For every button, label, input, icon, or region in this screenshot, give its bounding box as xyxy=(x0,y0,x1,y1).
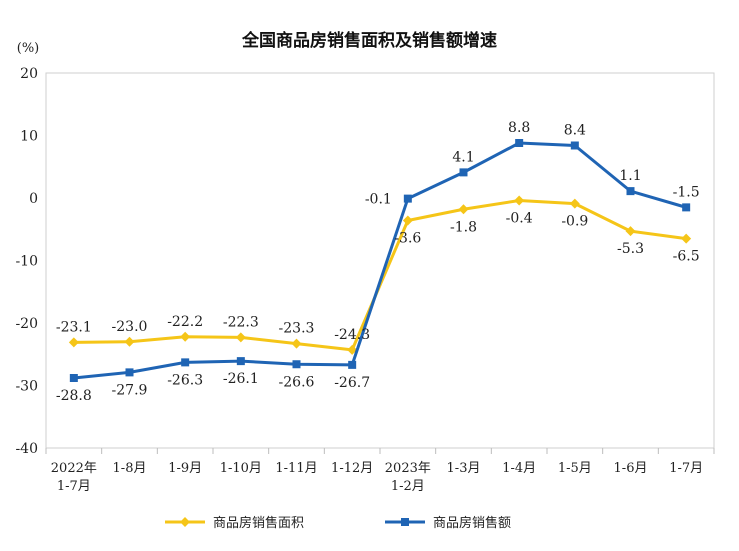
data-point-marker xyxy=(403,194,412,203)
y-tick-label: 0 xyxy=(29,191,38,207)
x-tick-label: 1-9月 xyxy=(168,461,202,476)
data-point-marker xyxy=(236,357,245,366)
x-tick-label-line: 1-2月 xyxy=(391,479,425,494)
legend-label: 商品房销售面积 xyxy=(213,515,304,531)
x-tick-label: 2023年 1-2月 xyxy=(385,461,431,494)
axes-layer: (%) 20 10 0 -10 -20 -30 -40 2022年 1-7月 1-8月 1-9月 1-1… xyxy=(15,41,715,494)
data-label: -26.6 xyxy=(279,374,315,390)
x-tick-label-line: 2022年 xyxy=(51,461,97,476)
x-tick-label: 1-10月 xyxy=(220,461,262,476)
data-label: -23.0 xyxy=(112,319,148,335)
x-tick-label-line: 1-7月 xyxy=(669,461,703,476)
series-line-2 xyxy=(73,141,687,380)
data-point-marker xyxy=(515,139,524,147)
data-point-marker xyxy=(124,336,135,347)
data-label: -0.1 xyxy=(365,192,392,208)
data-point-marker xyxy=(181,358,190,367)
x-tick-label: 1-3月 xyxy=(447,461,481,476)
data-point-marker xyxy=(625,226,636,237)
data-label: -6.5 xyxy=(673,249,700,265)
data-label: 1.1 xyxy=(619,168,641,184)
x-tick-label-line: 1-7月 xyxy=(57,479,91,494)
y-tick-label: -30 xyxy=(15,379,38,395)
x-tick-label: 1-11月 xyxy=(275,461,317,476)
chart-title: 全国商品房销售面积及销售额增速 xyxy=(242,31,497,51)
x-tick-label-line: 1-10月 xyxy=(220,461,262,476)
x-tick-label-line: 1-11月 xyxy=(275,461,317,476)
data-point-marker xyxy=(682,203,691,212)
x-tick-label-line: 1-12月 xyxy=(331,461,373,476)
x-tick-label: 1-12月 xyxy=(331,461,373,476)
x-tick-label: 1-4月 xyxy=(502,461,536,476)
data-label: 8.4 xyxy=(564,123,586,139)
data-label: -22.3 xyxy=(223,314,259,330)
x-tick-label-line: 1-5月 xyxy=(558,461,592,476)
data-label: -27.9 xyxy=(112,382,148,398)
data-label: -26.3 xyxy=(167,372,203,388)
x-tick-label: 1-7月 xyxy=(669,461,703,476)
y-tick-label: -20 xyxy=(15,316,38,332)
data-point-marker xyxy=(69,374,78,382)
x-tick-label-line: 1-3月 xyxy=(447,461,481,476)
data-label: -0.9 xyxy=(561,214,588,230)
x-tick-label-line: 1-8月 xyxy=(113,461,147,476)
series-line-1 xyxy=(73,199,687,352)
y-axis-unit-label: (%) xyxy=(17,41,40,56)
data-label: -26.1 xyxy=(223,371,259,387)
data-label: 4.1 xyxy=(452,149,474,165)
data-point-marker xyxy=(681,233,692,244)
data-label: -26.7 xyxy=(334,375,370,391)
data-point-marker xyxy=(291,338,302,349)
data-point-marker xyxy=(125,368,134,377)
y-tick-label: -10 xyxy=(15,254,38,270)
data-label: -1.8 xyxy=(450,219,477,235)
data-point-marker xyxy=(570,141,579,150)
x-tick-label: 2022年 1-7月 xyxy=(51,461,97,494)
data-label: -24.3 xyxy=(334,327,370,343)
data-point-marker xyxy=(514,195,525,206)
data-label: -23.3 xyxy=(279,321,315,337)
series-layer xyxy=(68,139,692,382)
data-point-marker xyxy=(402,215,413,226)
y-tick-label: 10 xyxy=(20,129,38,145)
data-point-marker xyxy=(569,198,580,209)
data-label: -1.5 xyxy=(673,184,700,200)
data-point-marker xyxy=(292,360,301,369)
data-point-marker xyxy=(180,331,191,342)
y-tick-label: -40 xyxy=(15,441,38,457)
data-point-marker xyxy=(347,344,358,355)
data-point-marker xyxy=(459,168,468,177)
data-label: -22.2 xyxy=(167,314,203,330)
data-point-marker xyxy=(348,360,357,369)
x-tick-label-line: 1-9月 xyxy=(168,461,202,476)
data-label: -5.3 xyxy=(617,241,644,257)
x-tick-label: 1-8月 xyxy=(113,461,147,476)
legend-label: 商品房销售额 xyxy=(433,515,511,531)
data-labels-layer: -23.1 -23.0 -22.2 -22.3 -23.3 -24.3 -3.6 -1.8 -0… xyxy=(56,120,700,404)
data-point-marker xyxy=(235,332,246,343)
y-tick-label: 20 xyxy=(20,66,38,82)
data-label: -28.8 xyxy=(56,388,92,404)
x-tick-label-line: 2023年 xyxy=(385,461,431,476)
x-tick-label: 1-5月 xyxy=(558,461,592,476)
data-label: -0.4 xyxy=(506,211,533,227)
data-point-marker xyxy=(458,204,469,215)
x-tick-label: 1-6月 xyxy=(614,461,648,476)
data-point-marker xyxy=(68,337,79,348)
data-label: 8.8 xyxy=(508,120,530,136)
data-label: -23.1 xyxy=(56,319,92,335)
legend-marker xyxy=(180,517,190,527)
data-label: -3.6 xyxy=(394,231,421,247)
x-tick-label-line: 1-4月 xyxy=(502,461,536,476)
legend-marker xyxy=(401,518,409,526)
x-tick-label-line: 1-6月 xyxy=(614,461,648,476)
legend: 商品房销售面积 商品房销售额 xyxy=(165,515,511,531)
data-point-marker xyxy=(626,187,635,196)
